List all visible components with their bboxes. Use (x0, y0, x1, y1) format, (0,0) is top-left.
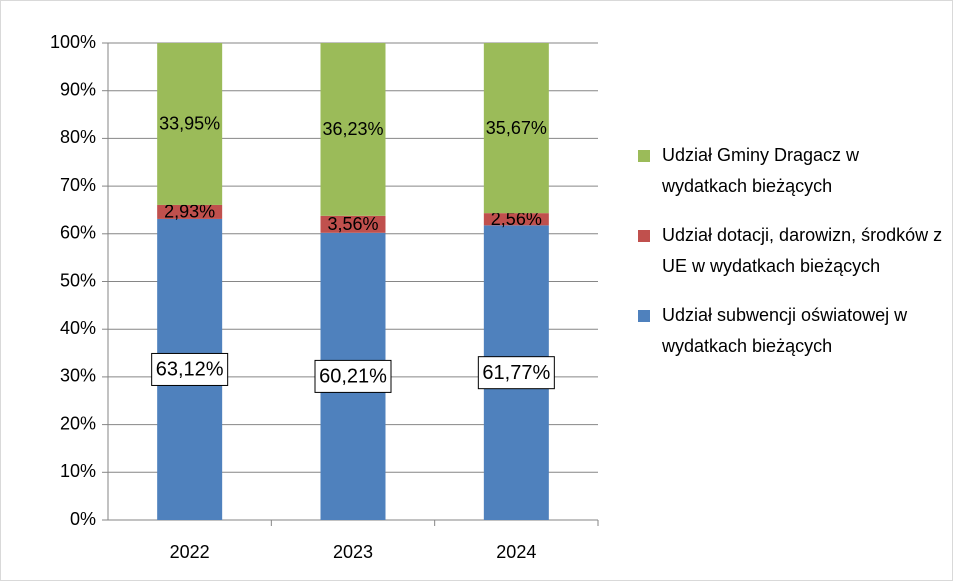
x-tick-label: 2022 (170, 542, 210, 562)
legend-swatch (638, 230, 650, 242)
data-label: 3,56% (327, 214, 378, 234)
label-box (477, 356, 555, 390)
y-tick-label: 0% (70, 509, 96, 529)
y-tick-label: 60% (60, 223, 96, 243)
legend-item: Udział Gminy Dragacz w wydatkach bieżący… (638, 140, 947, 202)
y-tick-label: 20% (60, 413, 96, 433)
data-label: 2,93% (164, 202, 215, 222)
x-tick-label: 2024 (496, 542, 536, 562)
legend-label: Udział subwencji oświatowej w wydatkach … (662, 305, 908, 356)
legend-swatch (638, 150, 650, 162)
bar-segment (483, 43, 549, 214)
data-label: 61,77% (482, 362, 550, 384)
legend-item: Udział subwencji oświatowej w wydatkach … (638, 300, 947, 362)
y-tick-label: 30% (60, 366, 96, 386)
bar-segment (157, 204, 223, 219)
legend-item: Udział dotacji, darowizn, środków z UE w… (638, 220, 947, 282)
legend-label: Udział dotacji, darowizn, środków z UE w… (662, 225, 943, 276)
y-tick-label: 90% (60, 79, 96, 99)
data-label: 60,21% (319, 366, 387, 388)
y-tick-label: 70% (60, 175, 96, 195)
legend: Udział Gminy Dragacz w wydatkach bieżący… (638, 140, 948, 380)
legend-label: Udział Gminy Dragacz w wydatkach bieżący… (662, 145, 860, 196)
bar-segment (320, 43, 386, 216)
label-box (314, 359, 392, 393)
y-tick-label: 40% (60, 318, 96, 338)
y-tick-label: 50% (60, 270, 96, 290)
y-tick-label: 10% (60, 461, 96, 481)
bar-segment (320, 215, 386, 233)
data-label: 35,67% (486, 118, 547, 138)
legend-swatch (638, 310, 650, 322)
data-label: 36,23% (322, 119, 383, 139)
bar-segment (157, 43, 223, 205)
y-tick-label: 80% (60, 127, 96, 147)
bar-segment (483, 213, 549, 226)
data-label: 2,56% (491, 209, 542, 229)
y-tick-label: 100% (50, 32, 96, 52)
label-box (151, 352, 229, 386)
x-tick-label: 2023 (333, 542, 373, 562)
data-label: 63,12% (156, 359, 224, 381)
data-label: 33,95% (159, 114, 220, 134)
